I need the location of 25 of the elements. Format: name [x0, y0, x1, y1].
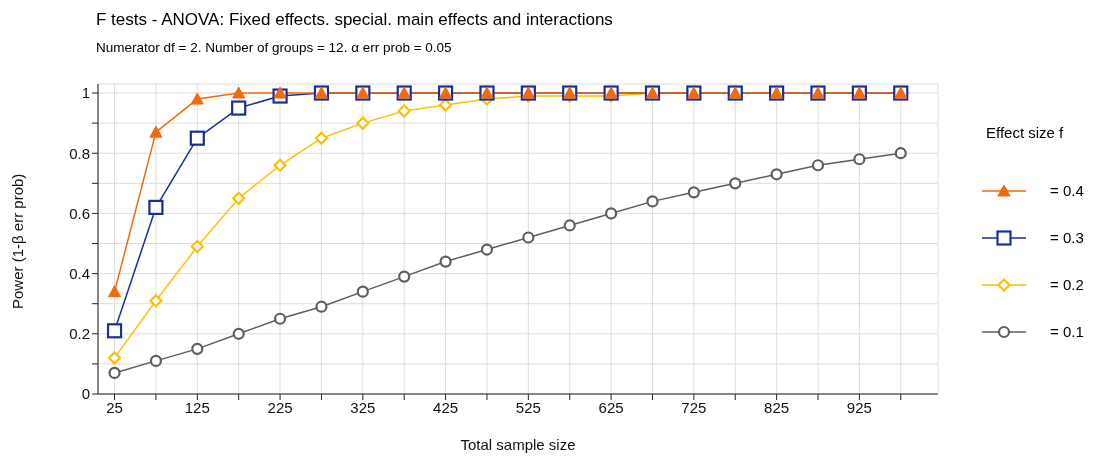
x-tick-label: 525 [515, 398, 541, 416]
legend-label: = 0.3 [1050, 229, 1084, 246]
x-tick-label: 425 [433, 398, 459, 416]
x-tick-label: 725 [681, 398, 707, 416]
x-tick-label: 25 [106, 398, 123, 416]
legend-label: = 0.1 [1050, 323, 1084, 340]
y-tick-label: 0.2 [69, 325, 90, 343]
y-tick-label: 1 [81, 84, 90, 102]
y-tick-label: 0 [81, 385, 90, 403]
x-tick-label: 225 [267, 398, 293, 416]
legend-label: = 0.4 [1050, 182, 1084, 199]
x-tick-label: 625 [598, 398, 624, 416]
y-tick-label: 0.4 [69, 264, 90, 282]
y-tick-label: 0.6 [69, 204, 90, 222]
x-axis-title: Total sample size [460, 436, 576, 453]
x-tick-label: 825 [764, 398, 790, 416]
chart-title: F tests - ANOVA: Fixed effects. special. main effects and interactions [96, 10, 613, 30]
legend-title: Effect size f [986, 124, 1065, 141]
chart-subtitle: Numerator df = 2. Number of groups = 12. α err prob = 0.05 [96, 40, 452, 55]
x-tick-label: 925 [846, 398, 872, 416]
x-tick-label: 125 [184, 398, 210, 416]
legend-label: = 0.2 [1050, 276, 1084, 293]
x-tick-label: 325 [350, 398, 376, 416]
y-tick-label: 0.8 [69, 144, 90, 162]
y-axis-title: Power (1-β err prob) [9, 173, 27, 309]
